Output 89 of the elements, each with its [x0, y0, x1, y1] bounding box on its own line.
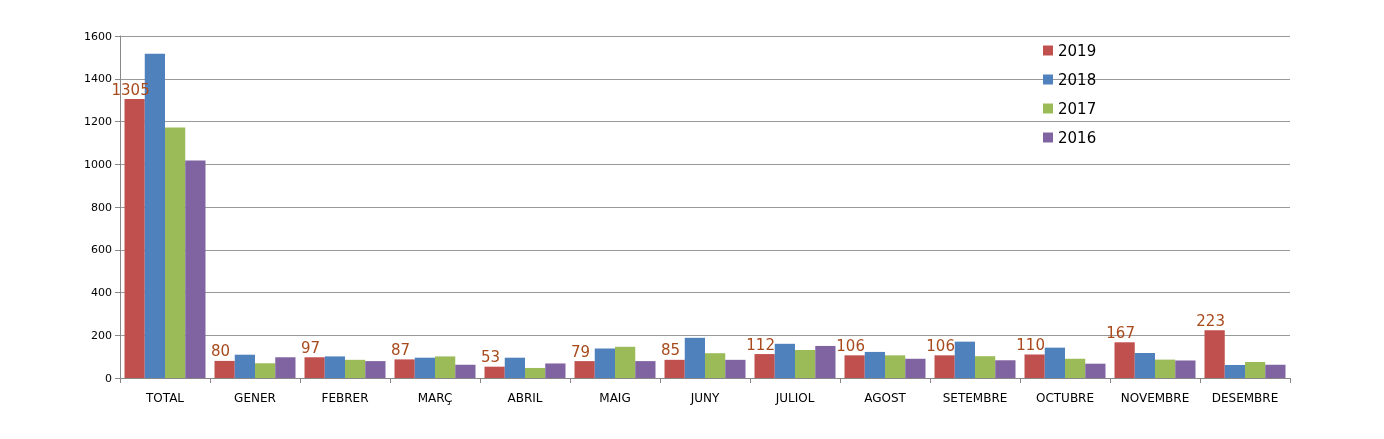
bar — [725, 359, 746, 378]
bar — [304, 357, 325, 378]
bar — [754, 354, 775, 378]
bar — [1024, 354, 1045, 378]
bar — [1265, 364, 1286, 378]
bar — [795, 350, 816, 378]
data-label: 112 — [746, 335, 775, 354]
x-tick-label: TOTAL — [144, 391, 185, 405]
bar — [394, 359, 415, 378]
bar — [165, 127, 186, 378]
y-tick-label: 0 — [105, 371, 112, 385]
bar — [1114, 342, 1135, 378]
bar — [1204, 330, 1225, 378]
bar — [324, 356, 345, 378]
data-label: 87 — [391, 340, 411, 359]
y-tick-label: 1600 — [84, 29, 112, 43]
bar — [934, 355, 955, 378]
bar — [1175, 360, 1196, 378]
bar — [594, 348, 615, 378]
y-tick-label: 400 — [91, 286, 112, 299]
x-tick-label: MARÇ — [417, 391, 453, 405]
bar — [185, 160, 206, 378]
x-tick-label: AGOST — [864, 391, 907, 405]
bar — [1224, 364, 1245, 378]
bar — [1044, 347, 1065, 378]
bar — [815, 345, 836, 378]
bar — [1085, 363, 1106, 378]
legend-label: 2018 — [1058, 70, 1097, 89]
bar — [484, 366, 505, 378]
legend-label: 2017 — [1058, 99, 1097, 118]
bar — [124, 99, 145, 378]
data-label: 85 — [661, 341, 681, 360]
bar — [414, 357, 435, 378]
bar — [504, 357, 525, 378]
bar — [954, 341, 975, 378]
x-tick-label: MAIG — [599, 391, 631, 405]
y-tick-label: 200 — [91, 328, 112, 342]
x-tick-label: JUNY — [689, 391, 720, 405]
bar — [864, 351, 885, 378]
bar — [365, 361, 386, 378]
data-label: 167 — [1106, 323, 1135, 342]
x-tick-label: FEBRER — [321, 391, 369, 405]
data-label: 97 — [301, 338, 321, 357]
y-tick-label: 1000 — [84, 157, 112, 171]
data-label: 79 — [571, 342, 591, 361]
y-tick-label: 600 — [91, 243, 112, 257]
x-tick-label: ABRIL — [507, 391, 543, 405]
bar — [844, 355, 865, 378]
bar — [1155, 359, 1176, 378]
bar — [234, 354, 255, 378]
x-tick-label: DESEMBRE — [1211, 391, 1279, 405]
data-label: 80 — [211, 342, 231, 361]
bar — [635, 361, 656, 378]
bar — [545, 363, 566, 378]
x-tick-label: GENER — [234, 391, 276, 405]
data-label: 106 — [926, 336, 955, 355]
bar — [975, 356, 996, 378]
data-label: 223 — [1196, 311, 1225, 330]
bar — [455, 364, 476, 378]
legend-label: 2016 — [1058, 128, 1097, 147]
y-tick-label: 800 — [91, 200, 112, 214]
bar — [345, 359, 366, 378]
y-tick-label: 1200 — [84, 115, 112, 128]
bar — [615, 346, 636, 378]
bar — [664, 359, 685, 378]
data-label: 53 — [481, 348, 501, 367]
x-tick-label: OCTUBRE — [1035, 391, 1095, 405]
bar — [774, 343, 795, 378]
bar — [275, 357, 296, 378]
y-tick-label: 1400 — [84, 72, 112, 86]
bar — [905, 358, 926, 378]
bar — [995, 360, 1016, 378]
bar — [1065, 358, 1086, 378]
legend-label: 2019 — [1058, 41, 1097, 60]
data-label: 106 — [836, 336, 865, 355]
x-tick-label: NOVEMBRE — [1120, 391, 1190, 405]
bar — [255, 363, 276, 378]
bar — [435, 356, 456, 378]
bar — [885, 355, 906, 378]
bar — [214, 360, 235, 378]
bar — [705, 353, 726, 378]
bar — [574, 361, 595, 378]
x-tick-label: SETEMBRE — [942, 391, 1008, 405]
bar — [525, 367, 546, 378]
data-label: 110 — [1016, 335, 1045, 354]
x-tick-label: JULIOL — [774, 391, 815, 405]
bar — [1245, 361, 1266, 378]
bar — [684, 337, 705, 378]
bar — [1134, 352, 1155, 378]
